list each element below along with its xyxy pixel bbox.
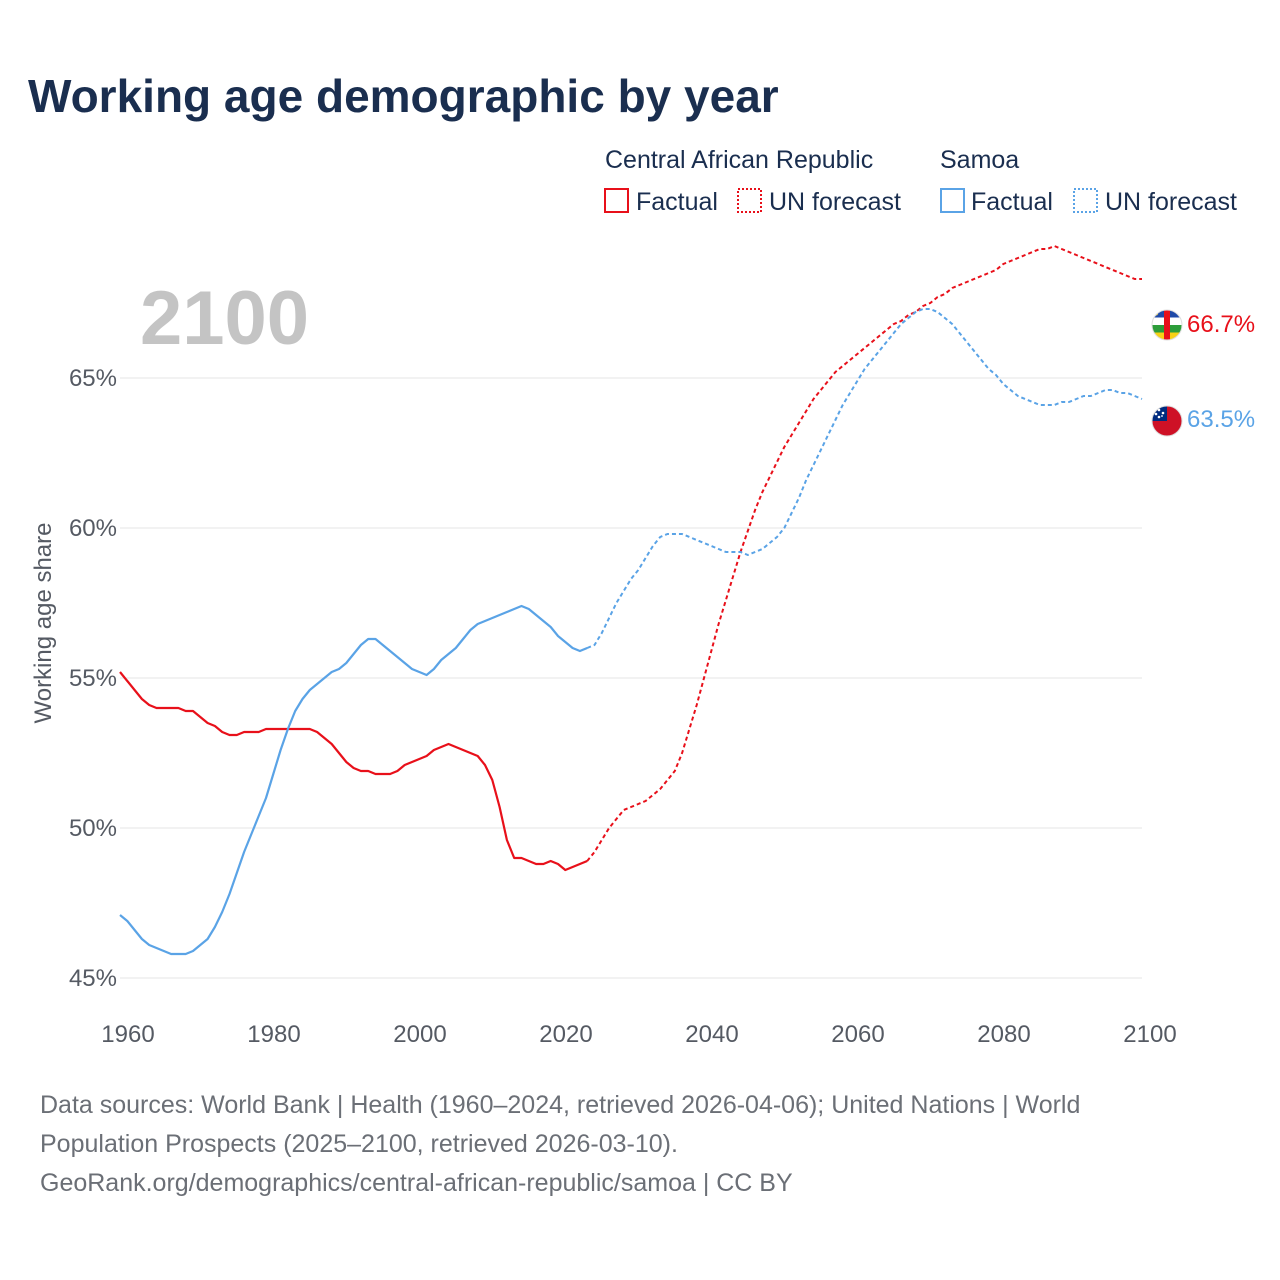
legend-label-samoa-forecast: UN forecast bbox=[1105, 188, 1237, 216]
x-tick-label: 2040 bbox=[685, 1021, 738, 1048]
y-tick-label: 45% bbox=[69, 965, 117, 992]
y-tick-label: 60% bbox=[69, 515, 117, 542]
x-tick-label: 2000 bbox=[393, 1021, 446, 1048]
grid-layer bbox=[120, 377, 1142, 979]
end-label-samoa: 63.5% bbox=[1187, 406, 1255, 433]
x-tick-label: 1980 bbox=[247, 1021, 300, 1048]
x-tick-label: 2020 bbox=[539, 1021, 592, 1048]
legend-label-car-forecast: UN forecast bbox=[769, 188, 901, 216]
legend-group-samoa: Samoa bbox=[940, 146, 1019, 174]
series-line-car-factual bbox=[119, 671, 588, 872]
legend-swatch-samoa-forecast bbox=[1073, 188, 1098, 213]
x-tick-label: 2100 bbox=[1123, 1021, 1176, 1048]
y-axis-label: Working age share bbox=[30, 523, 57, 724]
legend-swatch-car-factual bbox=[604, 188, 629, 213]
y-tick-label: 65% bbox=[69, 365, 117, 392]
series-line-samoa-forecast bbox=[586, 308, 1143, 649]
x-tick-label: 2060 bbox=[831, 1021, 884, 1048]
chart-title: Working age demographic by year bbox=[28, 70, 779, 122]
end-marker-samoa: 63.5% bbox=[1151, 405, 1255, 437]
legend-group-car: Central African Republic bbox=[605, 146, 873, 174]
legend-label-car-factual: Factual bbox=[636, 188, 718, 216]
series-line-car-forecast bbox=[586, 245, 1142, 862]
x-tick-label: 2080 bbox=[977, 1021, 1030, 1048]
x-tick-label: 1960 bbox=[101, 1021, 154, 1048]
series-layer bbox=[119, 245, 1143, 956]
end-label-car: 66.7% bbox=[1187, 311, 1255, 338]
end-marker-car: 66.7% bbox=[1151, 309, 1255, 341]
series-line-samoa-factual bbox=[119, 604, 588, 956]
y-tick-label: 55% bbox=[69, 665, 117, 692]
year-display: 2100 bbox=[140, 276, 309, 361]
y-tick-label: 50% bbox=[69, 815, 117, 842]
tick-layer: 45% 50% 55% 60% 65% 1960 1980 2000 2020 2040 2060 2… bbox=[69, 365, 1177, 1048]
legend: Central African Republic Factual UN fore… bbox=[604, 146, 1237, 216]
legend-label-samoa-factual: Factual bbox=[971, 188, 1053, 216]
legend-swatch-car-forecast bbox=[737, 188, 762, 213]
samoa-flag-icon bbox=[1152, 406, 1182, 436]
source-line-2: Population Prospects (2025–2100, retriev… bbox=[40, 1130, 678, 1158]
source-line-3[interactable]: GeoRank.org/demographics/central-african… bbox=[40, 1169, 793, 1197]
source-line-1: Data sources: World Bank | Health (1960–… bbox=[40, 1091, 1080, 1119]
legend-swatch-samoa-factual bbox=[940, 188, 965, 213]
